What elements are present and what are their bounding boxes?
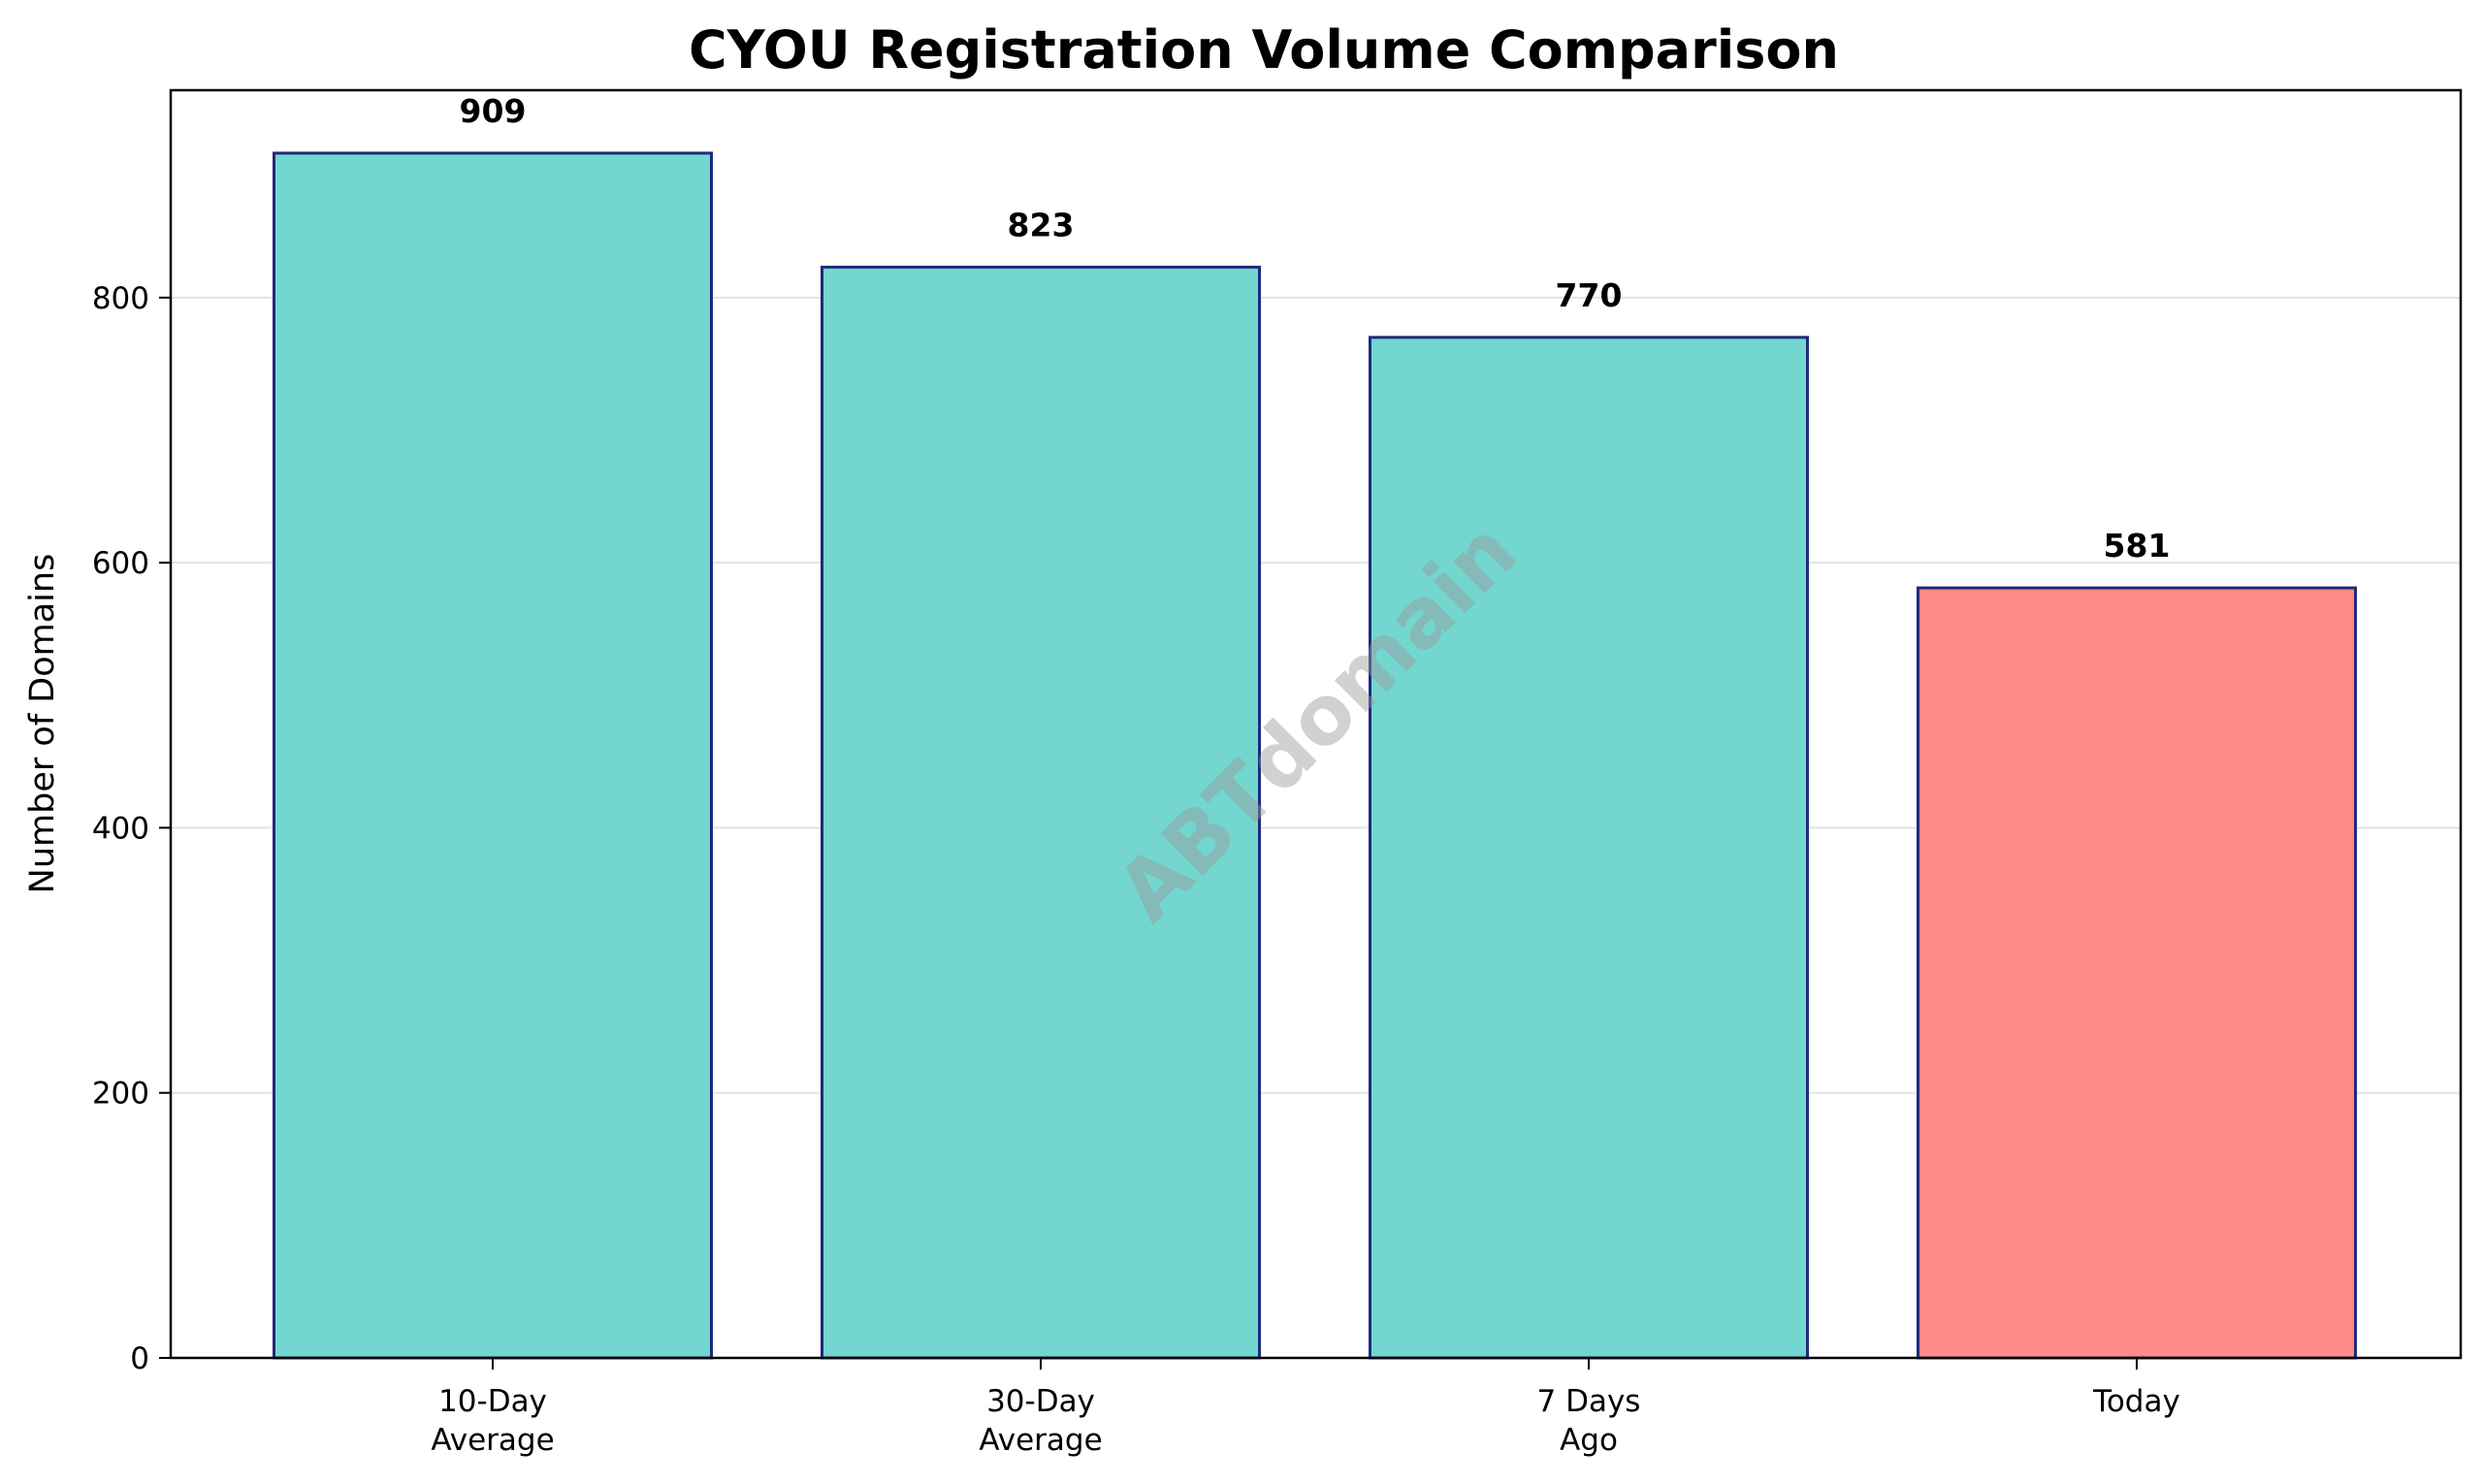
bar xyxy=(1917,586,2357,1360)
plot-frame xyxy=(169,88,2463,1360)
x-axis: 10-Day Average 30-Day Average 7 Days Ago Today xyxy=(431,1358,2180,1458)
x-tick-label: 10-Day xyxy=(438,1384,547,1419)
data-label: 823 xyxy=(1008,206,1075,243)
bar xyxy=(273,151,713,1360)
y-tick-label: 600 xyxy=(92,546,149,581)
data-label: 909 xyxy=(460,92,527,130)
y-tick-label: 800 xyxy=(92,281,149,316)
y-tick-label: 0 xyxy=(130,1341,149,1376)
x-tick-label: 7 Days xyxy=(1537,1384,1641,1419)
x-tick-label: Average xyxy=(979,1423,1102,1458)
y-axis: 0 200 400 600 800 xyxy=(92,281,171,1376)
x-tick-label: Average xyxy=(431,1423,554,1458)
y-tick-label: 200 xyxy=(92,1077,149,1112)
x-tick-label: Today xyxy=(2092,1384,2180,1419)
bars xyxy=(273,151,2357,1360)
y-tick-label: 400 xyxy=(92,811,149,846)
x-tick-label: 30-Day xyxy=(986,1384,1095,1419)
y-axis-label: Number of Domains xyxy=(23,554,62,894)
data-labels: 909 823 770 581 xyxy=(460,92,2171,565)
data-label: 770 xyxy=(1556,276,1623,314)
bar xyxy=(821,265,1261,1360)
x-tick-label: Ago xyxy=(1560,1423,1618,1458)
bar xyxy=(1369,336,1809,1360)
data-label: 581 xyxy=(2104,527,2171,565)
chart-title: CYOU Registration Volume Comparison xyxy=(689,19,1839,81)
